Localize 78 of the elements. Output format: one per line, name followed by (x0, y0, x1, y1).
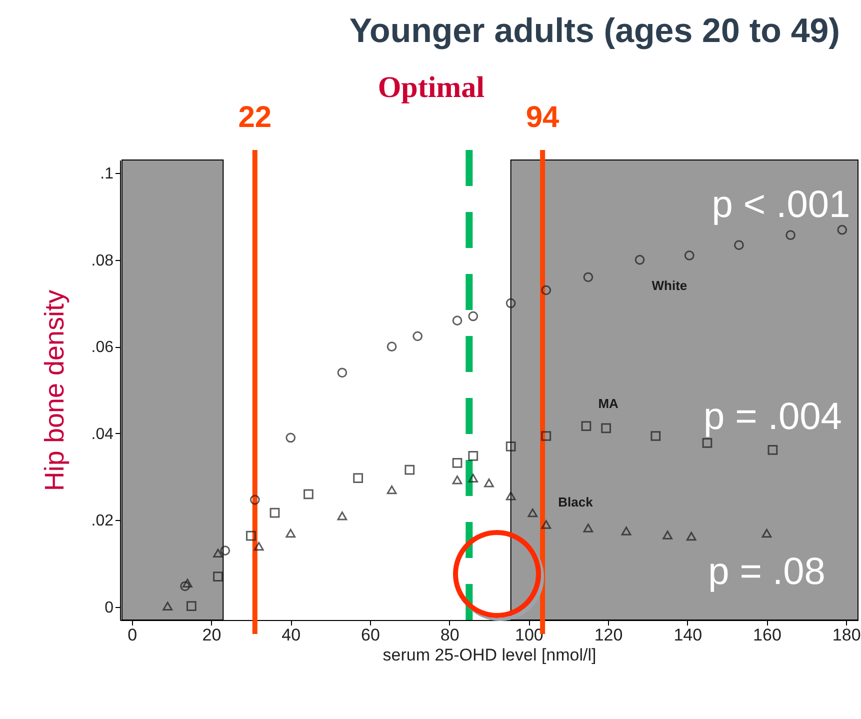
point (583, 272, 594, 282)
y-tick-label: .06 (91, 339, 114, 356)
point (213, 572, 223, 582)
point (254, 542, 264, 551)
point (162, 602, 173, 610)
series-label: MA (598, 396, 620, 412)
point (337, 511, 348, 520)
x-tick-label: 120 (594, 626, 623, 644)
point (634, 254, 645, 265)
y-tick-label: 0 (104, 599, 114, 616)
point (541, 431, 552, 441)
point (484, 478, 494, 488)
point (386, 485, 397, 494)
point (412, 331, 423, 342)
point (180, 581, 190, 592)
point (286, 432, 296, 443)
point (404, 464, 415, 475)
point (353, 473, 363, 484)
x-tick-label: 0 (128, 626, 138, 644)
point (541, 520, 552, 529)
point (601, 423, 611, 434)
point (468, 451, 478, 461)
point (837, 224, 848, 235)
point (270, 508, 280, 518)
y-tick-label: .04 (91, 426, 114, 443)
point (468, 474, 478, 482)
point (182, 578, 192, 588)
point (541, 285, 552, 296)
x-tick-label: 60 (361, 626, 380, 644)
point (650, 431, 661, 441)
point (581, 421, 592, 431)
point (286, 528, 296, 538)
annotation: p < .001 (712, 184, 850, 226)
point (734, 240, 744, 250)
point (506, 298, 516, 308)
y-tick-label: .08 (91, 252, 114, 270)
point (213, 548, 223, 558)
point (762, 528, 772, 538)
x-tick-label: 160 (753, 626, 782, 644)
point (686, 532, 696, 541)
point (662, 530, 672, 540)
x-tick-label: 80 (440, 626, 460, 644)
text: 22 (238, 101, 272, 134)
point (583, 524, 594, 532)
point (220, 546, 230, 556)
point (621, 526, 632, 536)
point (304, 489, 314, 500)
series-label: Black (558, 494, 594, 510)
point (468, 311, 478, 322)
point (452, 475, 462, 484)
point (506, 441, 516, 452)
point (452, 316, 462, 326)
point (246, 530, 256, 541)
point (506, 492, 516, 500)
ref-line-label: Optimal (378, 71, 484, 104)
x-tick-label: 180 (832, 626, 861, 644)
x-tick-label: 140 (674, 626, 702, 644)
series-label: White (652, 278, 688, 293)
y-axis-title: Hip bone density (39, 289, 70, 492)
annotation: p = .08 (708, 551, 826, 594)
chart-title: Younger adults (ages 20 to 49) (349, 12, 840, 50)
x-tick-label: 40 (282, 626, 301, 644)
annotation: p = .004 (703, 396, 842, 438)
point (386, 342, 397, 352)
point (786, 230, 796, 240)
point (250, 494, 260, 505)
text: 94 (526, 101, 560, 134)
point (186, 601, 196, 612)
x-axis-title: serum 25-OHD level [nmol/l] (382, 646, 596, 664)
x-tick-label: 20 (202, 626, 222, 644)
point (337, 368, 348, 378)
y-tick-label: .1 (100, 166, 114, 183)
point (452, 458, 462, 468)
point (768, 444, 778, 455)
point (528, 508, 538, 518)
y-tick-label: .02 (91, 512, 114, 530)
point (702, 438, 712, 448)
point (684, 250, 694, 260)
